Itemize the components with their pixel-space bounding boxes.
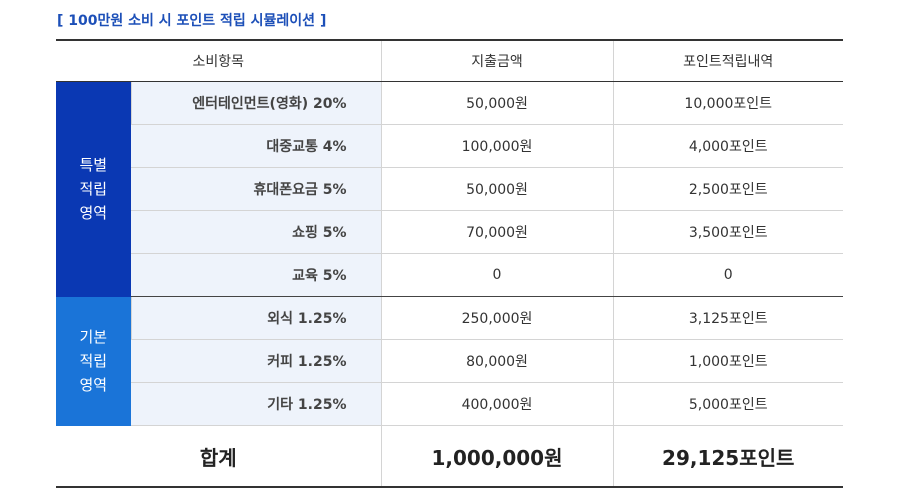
item-cell: 커피 1.25% xyxy=(131,339,381,383)
value-cell: 400,000원 xyxy=(380,382,613,426)
row: 대중교통 4% 100,000원 4,000포인트 xyxy=(56,124,843,168)
group-label-line: 적립 xyxy=(79,352,108,370)
item-cell: 대중교통 4% xyxy=(131,124,381,168)
total-row: 합계 1,000,000원 29,125포인트 xyxy=(56,425,843,488)
value-cell: 50,000원 xyxy=(380,167,613,211)
value-cell: 4,000포인트 xyxy=(612,124,843,168)
item-cell: 교육 5% xyxy=(131,253,381,297)
value-cell: 2,500포인트 xyxy=(612,167,843,211)
value-cell: 250,000원 xyxy=(380,296,613,340)
item-cell: 휴대폰요금 5% xyxy=(131,167,381,211)
total-cell: 합계 xyxy=(56,425,381,488)
value-cell: 0 xyxy=(612,253,843,297)
value-cell: 3,500포인트 xyxy=(612,210,843,254)
item-cell: 엔터테인먼트(영화) 20% xyxy=(130,81,381,125)
group-label-line: 특별 xyxy=(79,156,108,175)
row: 쇼핑 5% 70,000원 3,500포인트 xyxy=(56,210,843,254)
item-cell: 기타 1.25% xyxy=(131,382,381,426)
group-label-line: 영역 xyxy=(79,376,108,394)
row: 기타 1.25% 400,000원 5,000포인트 xyxy=(56,382,843,426)
header-cell: 포인트적립내역 xyxy=(612,39,843,82)
item-cell: 쇼핑 5% xyxy=(131,210,381,254)
header-cell: 지출금액 xyxy=(380,39,613,82)
row: 교육 5% 0 0 xyxy=(56,253,843,297)
simulation-table: 소비항목 지출금액 포인트적립내역 특별 적립 영역 엔터테인먼트(영화) 20% 50… xyxy=(56,39,843,488)
value-cell: 70,000원 xyxy=(380,210,613,254)
row: 특별 적립 영역 엔터테인먼트(영화) 20% 50,000원 10,000포인트 xyxy=(56,81,843,297)
header-cell: 소비항목 xyxy=(56,39,381,82)
value-cell: 10,000포인트 xyxy=(612,81,843,125)
row: 기본 적립 영역 외식 1.25% 250,000원 3,125포인트 xyxy=(56,296,843,426)
value-cell: 100,000원 xyxy=(380,124,613,168)
value-cell: 0 xyxy=(380,253,613,297)
value-cell: 5,000포인트 xyxy=(612,382,843,426)
group-label-line: 영역 xyxy=(79,204,108,223)
value-cell: 50,000원 xyxy=(380,81,613,125)
header-row: 소비항목 지출금액 포인트적립내역 xyxy=(56,39,843,82)
title: [ 100만원 소비 시 포인트 적립 시뮬레이션 ] xyxy=(57,13,327,29)
value-cell: 80,000원 xyxy=(380,339,613,383)
group-label-line: 기본 xyxy=(79,328,108,346)
row: 커피 1.25% 80,000원 1,000포인트 xyxy=(56,339,843,383)
value-cell: 3,125포인트 xyxy=(612,296,843,340)
row: 휴대폰요금 5% 50,000원 2,500포인트 xyxy=(56,167,843,211)
total-cell: 29,125포인트 xyxy=(612,425,843,488)
group-label-line: 적립 xyxy=(79,180,108,199)
total-cell: 1,000,000원 xyxy=(380,425,613,488)
item-cell: 외식 1.25% xyxy=(130,296,381,340)
value-cell: 1,000포인트 xyxy=(612,339,843,383)
